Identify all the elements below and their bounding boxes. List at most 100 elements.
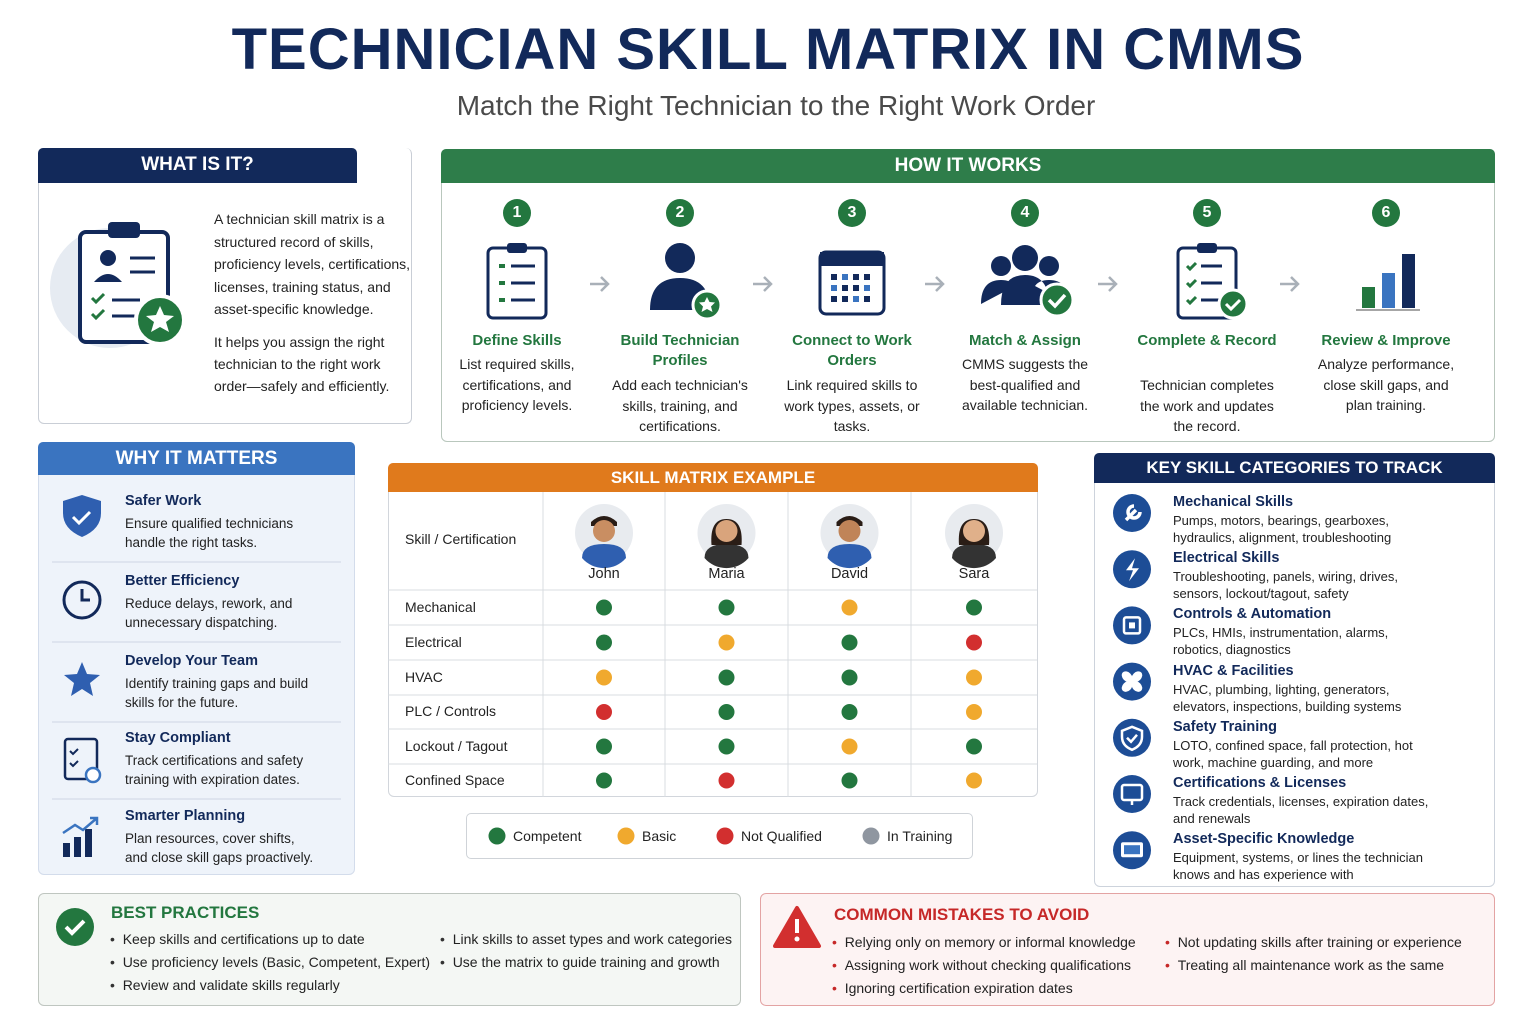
bullet-item: • Review and validate skills regularly [110, 976, 340, 995]
key-skill-text: Pumps, motors, bearings, gearboxes, hydr… [1173, 513, 1392, 545]
how-panel [441, 149, 1495, 442]
bullet-item: • Not updating skills after training or … [1165, 933, 1462, 952]
key-skill-title: HVAC & Facilities [1173, 662, 1294, 679]
why-title: Smarter Planning [125, 808, 246, 824]
bullet-item: • Ignoring certification expiration date… [832, 979, 1073, 998]
why-text: Identify training gaps and build skills … [125, 676, 309, 710]
bullet-item: • Relying only on memory or informal kno… [832, 933, 1136, 952]
step-number: 5 [1202, 204, 1212, 221]
bullet-text: Link skills to asset types and work cate… [452, 931, 733, 947]
key-skill-text: Troubleshooting, panels, wiring, drives,… [1173, 569, 1398, 602]
key-skill-title: Certifications & Licenses [1173, 775, 1347, 791]
bullet-dot: • [440, 954, 445, 970]
bullet-text: Assigning work without checking qualific… [844, 957, 1132, 973]
step-title: Connect to Work Orders [792, 332, 912, 369]
bullet-text: Ignoring certification expiration dates [844, 980, 1073, 996]
mistakes-panel [760, 893, 1495, 1006]
bullet-dot: • [832, 957, 837, 973]
step-title: Define Skills [472, 332, 562, 349]
key-skill-title: Safety Training [1173, 718, 1277, 735]
key-skill-title: Asset-Specific Knowledge [1173, 831, 1355, 848]
what-text: It helps you assign the right technician… [214, 334, 390, 394]
why-text: Plan resources, cover shifts, and close … [125, 831, 314, 865]
bullet-text: Use proficiency levels (Basic, Competent… [122, 954, 431, 970]
step-title: Complete & Record [1137, 332, 1277, 349]
technician-name: John [588, 566, 620, 582]
legend-label: Not Qualified [741, 828, 822, 844]
technician-name: David [830, 566, 869, 582]
step-number: 4 [1020, 204, 1030, 221]
mistakes-heading: COMMON MISTAKES TO AVOID [834, 905, 1090, 924]
key-skill-title: Electrical Skills [1173, 550, 1280, 567]
bullet-dot: • [110, 954, 115, 970]
step-number: 3 [847, 204, 857, 221]
technician-name: Sara [958, 566, 990, 582]
bullet-dot: • [110, 931, 115, 947]
why-title: Safer Work [125, 493, 202, 509]
step-text: Technician completes the work and update… [1140, 377, 1274, 434]
skill-name: Lockout / Tagout [405, 737, 508, 754]
key-skill-title: Controls & Automation [1173, 606, 1332, 623]
legend-label: In Training [887, 828, 953, 844]
key-skill-text: HVAC, plumbing, lighting, generators, el… [1173, 681, 1402, 714]
why-title: Stay Compliant [125, 730, 231, 746]
bullet-dot: • [1165, 934, 1170, 950]
why-title: Better Efficiency [125, 573, 240, 589]
step-text: CMMS suggests the best-qualified and ava… [961, 356, 1089, 413]
key-skill-text: PLCs, HMIs, instrumentation, alarms, rob… [1173, 625, 1389, 658]
skill-name: PLC / Controls [405, 703, 497, 719]
what-icon [50, 222, 186, 348]
legend-box [466, 813, 973, 859]
bullet-text: Review and validate skills regularly [122, 977, 340, 993]
step-number: 2 [675, 204, 685, 221]
step-number: 1 [512, 204, 522, 221]
why-text: Reduce delays, rework, and unnecessary d… [125, 596, 293, 630]
bullet-dot: • [832, 934, 837, 950]
key-skill-title: Mechanical Skills [1173, 494, 1294, 510]
legend-label: Competent [513, 828, 582, 844]
why-text: Ensure qualified technicians handle the … [125, 516, 294, 550]
keys-heading: KEY SKILL CATEGORIES TO TRACK [1094, 453, 1495, 483]
matrix-heading: SKILL MATRIX EXAMPLE [388, 463, 1038, 492]
skill-name: Confined Space [405, 771, 505, 788]
bullet-item: • Use the matrix to guide training and g… [440, 953, 720, 972]
what-text: A technician skill matrix is a structure… [214, 211, 411, 317]
bullet-item: • Treating all maintenance work as the s… [1165, 956, 1444, 975]
skill-name: Mechanical [405, 598, 476, 615]
skill-name: Electrical [405, 633, 462, 650]
bullet-dot: • [1165, 957, 1170, 973]
step-number: 6 [1381, 204, 1391, 221]
bullet-text: Not updating skills after training or ex… [1177, 934, 1462, 950]
page-subtitle: Match the Right Technician to the Right … [456, 90, 1096, 121]
bullet-item: • Keep skills and certifications up to d… [110, 930, 365, 949]
key-skill-text: Equipment, systems, or lines the technic… [1173, 850, 1424, 883]
bullet-text: Keep skills and certifications up to dat… [122, 931, 365, 947]
key-skill-text: LOTO, confined space, fall protection, h… [1173, 737, 1413, 770]
key-skill-text: Track credentials, licenses, expiration … [1173, 794, 1429, 826]
mistakes-icon [773, 906, 821, 948]
page-title: TECHNICIAN SKILL MATRIX IN CMMS [231, 17, 1305, 82]
bullet-text: Use the matrix to guide training and gro… [452, 954, 720, 970]
best-panel [38, 893, 741, 1006]
bullet-text: Relying only on memory or informal knowl… [844, 934, 1136, 950]
why-heading: WHY IT MATTERS [38, 442, 355, 475]
why-text: Track certifications and safety training… [125, 753, 304, 787]
bullet-dot: • [110, 977, 115, 993]
step-title: Match & Assign [969, 332, 1081, 349]
bullet-item: • Link skills to asset types and work ca… [440, 930, 732, 949]
step-title: Review & Improve [1321, 332, 1451, 349]
step-text: List required skills, certifications, an… [459, 356, 575, 413]
bullet-item: • Use proficiency levels (Basic, Compete… [110, 953, 430, 972]
how-heading: HOW IT WORKS [441, 149, 1495, 183]
skill-name: HVAC [405, 668, 443, 685]
best-icon [56, 908, 94, 946]
bullet-text: Treating all maintenance work as the sam… [1177, 957, 1445, 973]
bullet-dot: • [832, 980, 837, 996]
step-text: Link required skills to work types, asse… [784, 377, 920, 434]
bullet-dot: • [440, 931, 445, 947]
step-title: Build Technician Profiles [620, 332, 740, 369]
bullet-item: • Assigning work without checking qualif… [832, 956, 1131, 975]
keys-panel [1094, 453, 1495, 887]
